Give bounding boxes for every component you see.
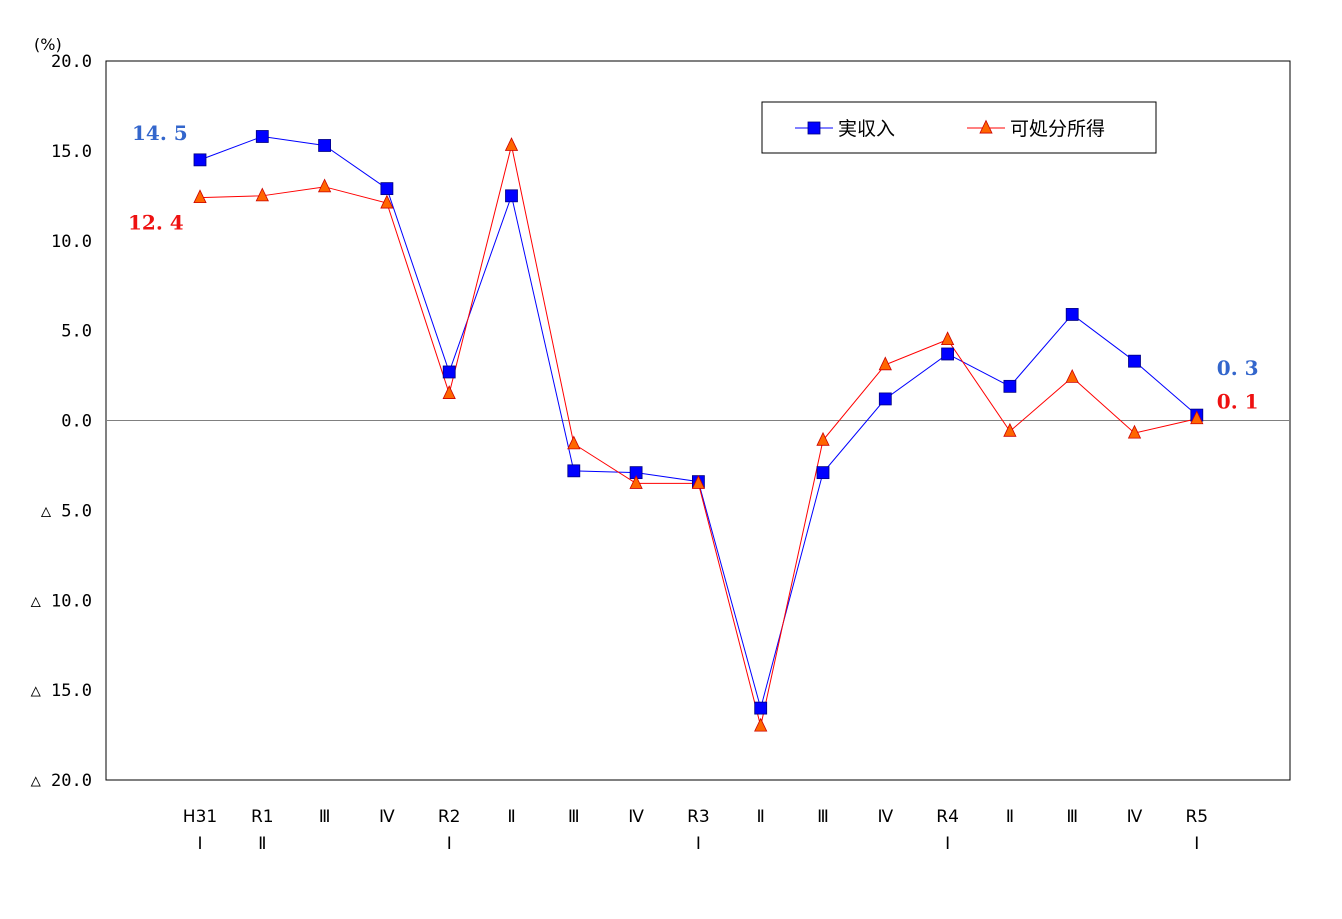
series-2-point	[1003, 422, 1017, 437]
value-annotation: 14. 5	[132, 121, 188, 145]
series-1-point	[193, 153, 207, 167]
x-tick-label: Ⅲ	[319, 807, 331, 827]
x-tick-label-sub: Ⅱ	[258, 834, 266, 854]
y-tick-label: 15.0	[51, 142, 92, 162]
x-tick-label: R4	[936, 807, 959, 827]
series-2-point	[317, 178, 332, 193]
x-tick-label: Ⅲ	[1066, 807, 1078, 827]
x-tick-label: R1	[251, 807, 274, 827]
series-2-point	[567, 435, 581, 450]
legend-marker-1	[807, 121, 821, 135]
x-tick-label: Ⅱ	[1006, 807, 1014, 827]
series-1-point	[318, 139, 332, 152]
x-tick-label: Ⅲ	[817, 807, 829, 827]
x-tick-label: Ⅲ	[568, 807, 580, 827]
value-annotation: 0. 3	[1217, 356, 1259, 380]
y-tick-label: △ 5.0	[41, 501, 92, 521]
series-2-point	[754, 717, 768, 732]
series-2-point	[1065, 368, 1079, 383]
series-1-point	[1003, 379, 1017, 393]
x-tick-label-sub: Ⅰ	[447, 834, 452, 854]
series-1-point	[442, 365, 456, 379]
x-tick-label: Ⅱ	[757, 807, 765, 827]
y-tick-label: △ 10.0	[31, 591, 92, 611]
legend-marker-2	[979, 119, 993, 134]
x-tick-label: Ⅱ	[507, 807, 515, 827]
series-1-point	[754, 701, 768, 715]
series-2-point	[1190, 410, 1204, 425]
y-axis-unit: (%)	[34, 35, 62, 54]
x-tick-label: Ⅳ	[877, 807, 893, 827]
x-tick-label: R2	[438, 807, 461, 827]
y-tick-label: 0.0	[61, 412, 92, 432]
series-1-point	[567, 464, 581, 478]
series-2-point	[878, 356, 892, 371]
x-tick-label: Ⅳ	[379, 807, 395, 827]
x-tick-label-sub: Ⅰ	[1194, 834, 1199, 854]
x-tick-label-sub: Ⅰ	[197, 834, 202, 854]
series-2-point	[193, 189, 207, 204]
y-tick-label: △ 15.0	[31, 681, 92, 701]
y-tick-label: 20.0	[51, 52, 92, 72]
series-2-point	[629, 475, 643, 489]
legend-label-1: 実収入	[838, 118, 895, 140]
series-1-point	[255, 130, 269, 143]
series-1-point	[1065, 308, 1079, 321]
value-annotations: 14. 5 12. 4 0. 3 0. 1	[128, 121, 1259, 414]
series-2-point	[380, 194, 394, 209]
series-1-point	[1128, 354, 1141, 368]
x-tick-label: R3	[687, 807, 710, 827]
value-annotation: 12. 4	[128, 211, 184, 235]
series-2-point	[1127, 424, 1142, 439]
series-2-point	[940, 331, 955, 346]
series-2-point	[816, 431, 830, 446]
series-1-point	[816, 466, 830, 480]
series-2-point	[691, 475, 706, 489]
y-tick-label: 10.0	[51, 232, 92, 252]
series-2-point	[442, 385, 456, 399]
x-tick-label: Ⅳ	[1127, 807, 1143, 827]
x-axis-ticks: H31 Ⅰ R1 Ⅱ Ⅲ Ⅳ R2 Ⅰ Ⅱ Ⅲ Ⅳ R3 Ⅰ Ⅱ Ⅲ Ⅳ R4 Ⅰ Ⅱ Ⅲ Ⅳ R5 Ⅰ	[183, 807, 1208, 854]
x-tick-label-sub: Ⅰ	[945, 834, 950, 854]
series-1-point	[505, 189, 518, 203]
series-layer	[193, 130, 1204, 732]
series-1-point	[878, 392, 892, 406]
y-tick-label: 5.0	[61, 322, 92, 342]
series-2-point	[504, 137, 519, 151]
series-1-point	[380, 182, 394, 196]
y-tick-label: △ 20.0	[31, 771, 92, 791]
x-tick-label-sub: Ⅰ	[696, 834, 701, 854]
legend: 実収入 可処分所得	[761, 101, 1157, 154]
x-tick-label: R5	[1185, 807, 1208, 827]
series-2-point	[255, 187, 269, 202]
x-tick-label: H31	[183, 807, 217, 827]
legend-label-2: 可処分所得	[1010, 118, 1105, 140]
x-tick-label: Ⅳ	[628, 807, 644, 827]
series-1-point	[941, 347, 954, 361]
y-axis-ticks: 20.0 15.0 10.0 5.0 0.0 △ 5.0 △ 10.0 △ 15.0 △ 20.…	[31, 52, 92, 791]
value-annotation: 0. 1	[1217, 390, 1259, 414]
